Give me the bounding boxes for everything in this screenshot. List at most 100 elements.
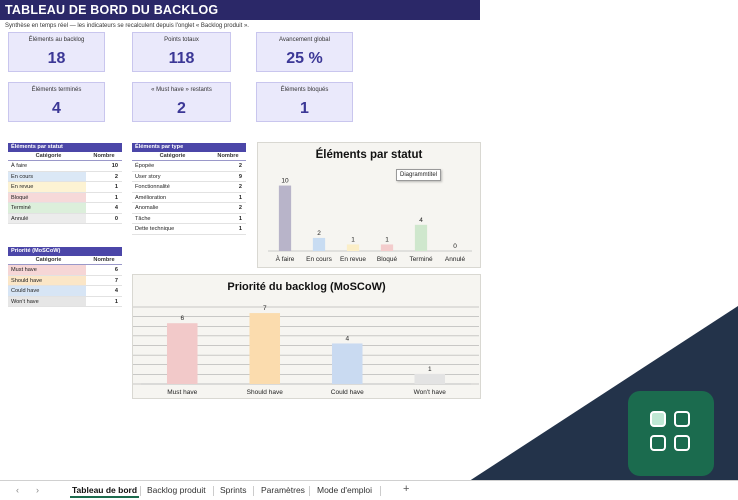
category-label: En cours xyxy=(306,256,332,263)
table-body: À faire 10 En cours 2 En revue 1 Bloqué 1 Termin… xyxy=(8,161,122,224)
table-moscow[interactable]: Priorité (MoSCoW) Catégorie Nombre Must … xyxy=(8,247,122,307)
data-label: 4 xyxy=(345,335,349,342)
table-row[interactable]: Could have 4 xyxy=(8,286,122,297)
cell-category: Annulé xyxy=(8,213,86,223)
category-label: Won't have xyxy=(414,389,447,396)
tab-next-icon[interactable]: › xyxy=(36,485,39,495)
tab-separator xyxy=(253,486,254,496)
table-row[interactable]: À faire 10 xyxy=(8,161,122,172)
data-label: 7 xyxy=(263,305,267,312)
column-header-count: Nombre xyxy=(217,153,239,159)
table-row[interactable]: Terminé 4 xyxy=(8,203,122,214)
table-row[interactable]: Annulé 0 xyxy=(8,213,122,224)
table-row[interactable]: Amélioration 1 xyxy=(132,193,246,203)
cell-category: En revue xyxy=(8,182,86,192)
add-sheet-button[interactable]: + xyxy=(403,483,410,495)
table-row[interactable]: Épopée 2 xyxy=(132,161,246,172)
column-header-category: Catégorie xyxy=(35,153,62,159)
cell-count: 10 xyxy=(111,163,118,169)
cell-count: 2 xyxy=(238,184,242,190)
cell-category: Dette technique xyxy=(135,226,175,232)
kpi-done-items[interactable]: Éléments terminés 4 xyxy=(8,82,105,122)
table-row[interactable]: En cours 2 xyxy=(8,171,122,182)
cell-count: 1 xyxy=(238,215,242,222)
table-row[interactable]: Won't have 1 xyxy=(8,296,122,307)
table-row[interactable]: Bloqué 1 xyxy=(8,192,122,203)
table-header-row: Catégorie Nombre xyxy=(8,256,122,265)
cell-count: 2 xyxy=(238,205,242,211)
category-label: Terminé xyxy=(409,256,433,263)
table-row[interactable]: Fonctionnalité 2 xyxy=(132,182,246,193)
kpi-label: Éléments au backlog xyxy=(28,37,85,43)
tab-prev-icon[interactable]: ‹ xyxy=(16,485,19,495)
chart-status[interactable]: Éléments par statut 10 À faire 2 En cours 1 E… xyxy=(257,142,481,268)
column-header-count: Nombre xyxy=(93,153,115,159)
table-row[interactable]: User story 9 xyxy=(132,172,246,182)
table-row[interactable]: Dette technique 1 xyxy=(132,224,246,235)
cell-category: Won't have xyxy=(8,296,86,306)
cell-category: Bloqué xyxy=(8,192,86,202)
table-type[interactable]: Éléments par type Catégorie Nombre Épopé… xyxy=(132,143,246,235)
tab-separator xyxy=(140,486,141,496)
data-label: 1 xyxy=(385,236,389,243)
chart-title: Éléments par statut xyxy=(315,149,423,161)
cell-count: 6 xyxy=(114,267,118,273)
table-header-row: Catégorie Nombre xyxy=(8,152,122,161)
dashboard-title: TABLEAU DE BORD DU BACKLOG xyxy=(0,0,480,20)
kpi-blocked-items[interactable]: Éléments bloqués 1 xyxy=(256,82,353,122)
data-label: 1 xyxy=(428,366,432,373)
table-row[interactable]: En revue 1 xyxy=(8,182,122,193)
bar xyxy=(249,313,281,384)
chart-moscow-plot: 6 Must have 7 Should have 4 Could have 1 Won't … xyxy=(133,305,479,396)
cell-count: 2 xyxy=(114,173,118,180)
kpi-total-points[interactable]: Points totaux 118 xyxy=(132,32,231,72)
tab-separator xyxy=(213,486,214,496)
dashboard-subtitle: Synthèse en temps réel — les indicateurs… xyxy=(5,23,249,29)
cell-count: 4 xyxy=(114,288,118,294)
cell-category: Anomalie xyxy=(135,205,159,211)
data-label: 2 xyxy=(317,230,321,237)
kpi-label: Éléments bloqués xyxy=(280,87,329,93)
table-row[interactable]: Tâche 1 xyxy=(132,214,246,224)
column-header-category: Catégorie xyxy=(159,153,186,159)
bar xyxy=(278,185,292,251)
table-row[interactable]: Anomalie 2 xyxy=(132,203,246,214)
column-header-count: Nombre xyxy=(93,257,115,263)
tab-separator xyxy=(309,486,310,496)
category-label: Annulé xyxy=(445,256,466,263)
cell-count: 4 xyxy=(114,205,118,211)
tab-parametres[interactable]: Paramètres xyxy=(261,485,305,495)
bar xyxy=(380,244,394,251)
logo-square xyxy=(650,411,666,427)
category-label: À faire xyxy=(276,254,295,263)
tab-tableau-de-bord[interactable]: Tableau de bord xyxy=(69,485,140,498)
logo-square xyxy=(674,411,690,427)
kpi-label: Avancement global xyxy=(279,37,330,43)
bar xyxy=(166,323,198,384)
table-status[interactable]: Éléments par statut Catégorie Nombre À f… xyxy=(8,143,122,224)
table-body: Épopée 2 User story 9 Fonctionnalité 2 Amélior… xyxy=(132,161,246,235)
kpi-label: « Must have » restants xyxy=(151,87,212,93)
kpi-value: 25 % xyxy=(286,50,323,67)
category-label: Bloqué xyxy=(377,256,398,263)
chart-moscow[interactable]: Priorité du backlog (MoSCoW) 6 Must have 7… xyxy=(132,274,481,399)
cell-category: Fonctionnalité xyxy=(135,184,170,190)
cell-count: 1 xyxy=(114,298,118,305)
kpi-must-have-remaining[interactable]: « Must have » restants 2 xyxy=(132,82,231,122)
kpi-value: 118 xyxy=(168,50,195,67)
table-row[interactable]: Must have 6 xyxy=(8,265,122,276)
table-header-row: Catégorie Nombre xyxy=(132,152,246,161)
tab-sprints[interactable]: Sprints xyxy=(220,485,247,495)
kpi-backlog-items[interactable]: Éléments au backlog 18 xyxy=(8,32,105,72)
logo-square xyxy=(650,435,666,451)
kpi-global-progress[interactable]: Avancement global 25 % xyxy=(256,32,353,72)
tab-backlog-produit[interactable]: Backlog produit xyxy=(147,485,206,495)
cell-category: Must have xyxy=(8,265,86,275)
tab-mode-emploi[interactable]: Mode d'emploi xyxy=(317,485,373,495)
table-title: Éléments par statut xyxy=(8,143,122,152)
bar xyxy=(346,244,360,251)
data-label: 1 xyxy=(351,236,355,243)
table-row[interactable]: Should have 7 xyxy=(8,275,122,286)
category-label: Could have xyxy=(331,389,364,396)
